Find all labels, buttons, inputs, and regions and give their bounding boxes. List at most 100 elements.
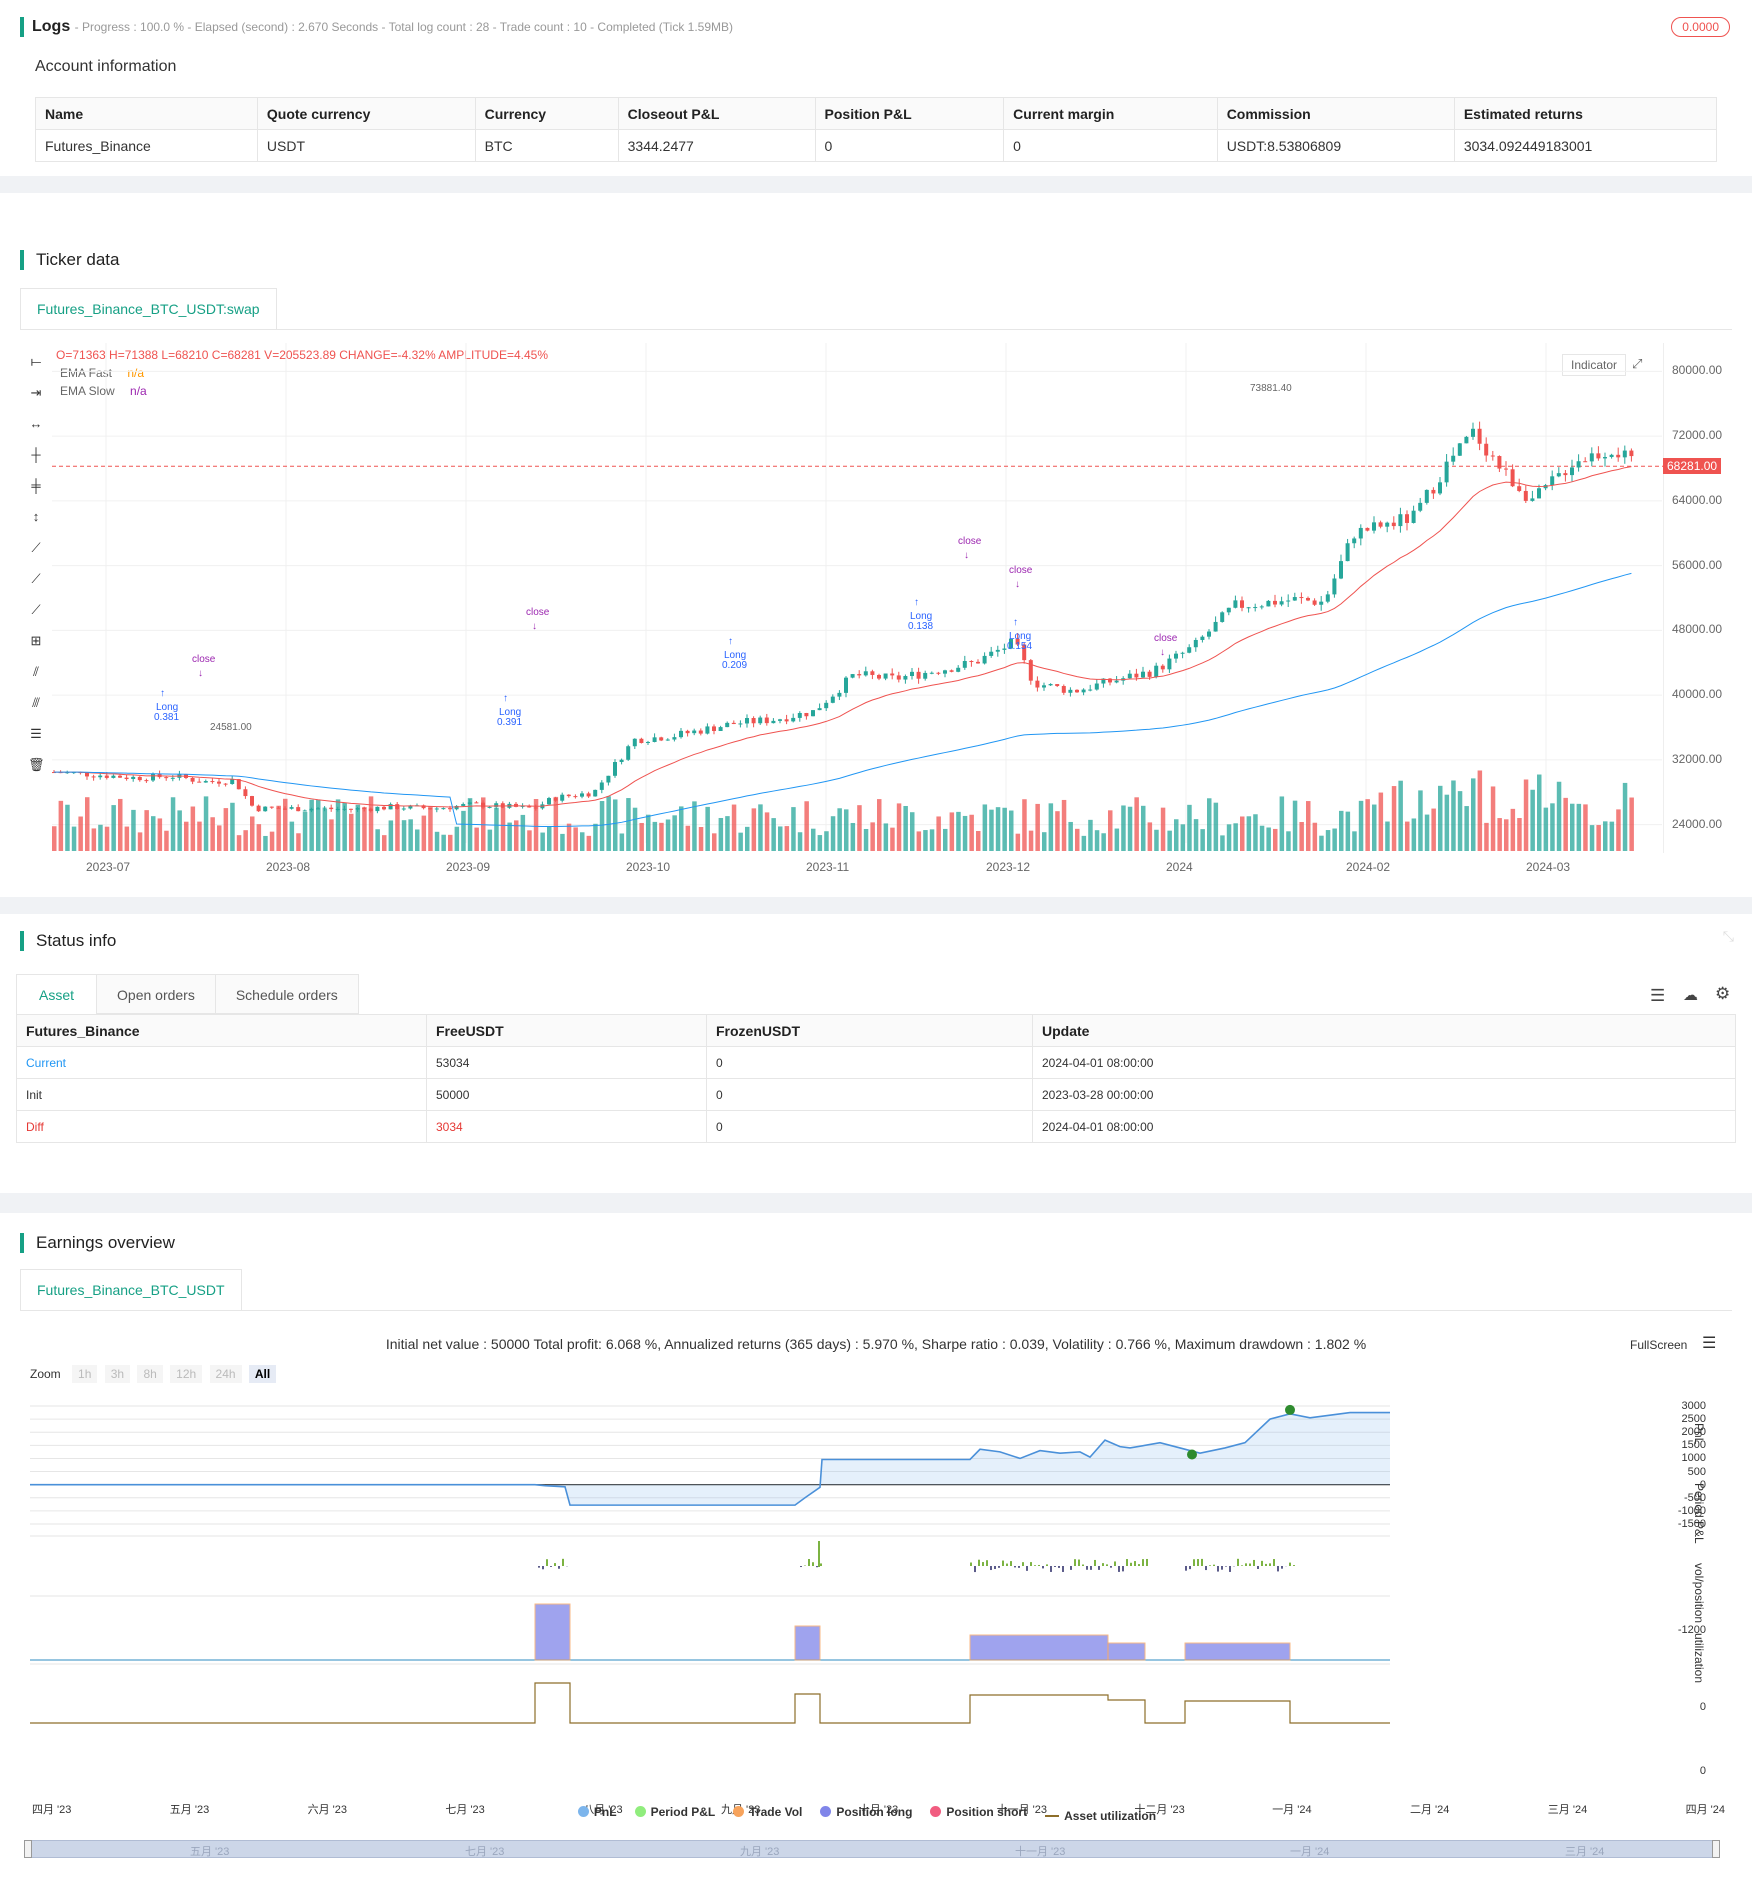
price-label-tool-icon[interactable]: ⊞ (30, 633, 42, 648)
vertical-line-tool-icon[interactable]: ┼ (31, 447, 41, 462)
volume-bar (1015, 833, 1021, 851)
volume-bar (751, 808, 757, 851)
zoom-8h[interactable]: 8h (137, 1365, 163, 1383)
period-pnl-bar (1229, 1566, 1231, 1572)
horizontal-line-tool-icon[interactable]: ⟝ (30, 354, 42, 369)
fullscreen-button[interactable]: FullScreen (1630, 1338, 1688, 1352)
volume-bar (1411, 818, 1417, 851)
legend-item[interactable]: PnL (577, 1805, 617, 1819)
asset-cell: Diff (16, 1110, 427, 1143)
parallel-channel-tool-icon[interactable]: ⫽ (33, 664, 39, 679)
long-signal-label: Long (724, 650, 746, 661)
legend-item[interactable]: Period P&L (634, 1805, 715, 1819)
volume-bar (1405, 821, 1410, 851)
ray-line-tool-icon[interactable]: ⟋ (31, 571, 41, 586)
list-icon[interactable]: ☰ (1650, 986, 1666, 1005)
candle-body (1035, 680, 1040, 688)
zoom-1h[interactable]: 1h (72, 1365, 98, 1383)
zoom-3h[interactable]: 3h (104, 1365, 131, 1383)
candle-body (1537, 488, 1541, 499)
gear-icon[interactable]: ⚙ (1715, 984, 1731, 1003)
candle-body (1292, 597, 1297, 601)
candle-body (349, 808, 353, 810)
candle-body (1174, 653, 1178, 659)
tab-open-orders[interactable]: Open orders (97, 974, 216, 1014)
asset-cell: Init (16, 1078, 427, 1111)
candle-body (408, 805, 413, 809)
candle-body (461, 804, 466, 806)
volume-bar (1114, 828, 1120, 851)
volume-bar (1220, 835, 1225, 851)
volume-bar (804, 801, 809, 851)
earnings-tab[interactable]: Futures_Binance_BTC_USDT (20, 1269, 242, 1310)
legend-item[interactable]: Trade Vol (733, 1805, 802, 1819)
navigator-bar[interactable] (26, 1840, 1718, 1858)
price-tick: 56000.00 (1672, 557, 1723, 572)
price-tick: 32000.00 (1672, 751, 1723, 766)
legend-item[interactable]: Position long (820, 1805, 912, 1819)
candle-body (903, 676, 908, 680)
vertical-segment-tool-icon[interactable]: ╪ (31, 478, 41, 493)
candle-body (725, 722, 730, 728)
menu-icon[interactable]: ☰ (1702, 1335, 1717, 1352)
volume-bar (1306, 801, 1311, 851)
candle-body (863, 671, 868, 676)
candle-body (1312, 600, 1317, 605)
account-col-header: Name (35, 97, 258, 130)
volume-bar (382, 835, 387, 851)
cloud-download-icon[interactable]: ☁ (1683, 987, 1698, 1004)
volume-bar (857, 805, 862, 851)
volume-bar (639, 822, 644, 851)
trash-icon[interactable]: 🗑 (28, 757, 45, 772)
legend-item[interactable]: Asset utilization (1045, 1809, 1156, 1823)
earnings-title: Earnings overview (20, 1233, 175, 1253)
ticker-tab[interactable]: Futures_Binance_BTC_USDT:swap (20, 288, 277, 329)
legend-item[interactable]: Position short (930, 1805, 1027, 1819)
expand-icon[interactable]: ⤢ (1632, 356, 1643, 371)
navigator-left-handle[interactable] (24, 1840, 32, 1858)
candlestick-chart[interactable]: close↓close↓close↓close↓close↓↑Long0.381… (52, 343, 1664, 853)
straight-line-tool-icon[interactable]: ⟋ (31, 602, 41, 617)
zoom-all[interactable]: All (248, 1365, 277, 1383)
period-pnl-bar (1269, 1563, 1271, 1566)
navigator-right-handle[interactable] (1712, 1840, 1720, 1858)
period-pnl-bar (1193, 1559, 1195, 1566)
navigator-tick: 七月 '23 (465, 1846, 505, 1858)
tab-asset[interactable]: Asset (16, 974, 98, 1014)
fib-retracement-tool-icon[interactable]: ☰ (30, 726, 42, 741)
candle-body (632, 738, 637, 747)
tab-schedule-orders[interactable]: Schedule orders (215, 974, 359, 1014)
collapse-icon[interactable]: ⤡ (1722, 928, 1734, 944)
volume-bar (415, 829, 420, 851)
horizontal-ray-tool-icon[interactable]: ⇥ (30, 385, 42, 400)
candle-body (1477, 428, 1482, 444)
long-signal-label: Long (910, 611, 932, 622)
zoom-12h[interactable]: 12h (170, 1365, 203, 1383)
earnings-time-tick: 七月 '23 (445, 1804, 485, 1816)
trend-line-tool-icon[interactable]: ⟋ (31, 540, 41, 555)
earnings-chart[interactable] (30, 1398, 1712, 1818)
volume-bar (362, 807, 367, 851)
price-tick: 24000.00 (1672, 816, 1723, 831)
candle-body (302, 810, 307, 812)
candle-body (1583, 461, 1588, 463)
volume-bar (428, 806, 433, 851)
indicator-button[interactable]: Indicator (1562, 354, 1627, 376)
candle-body (751, 718, 756, 724)
vertical-range-tool-icon[interactable]: ↕ (32, 509, 40, 524)
volume-bar (573, 827, 578, 851)
earnings-time-tick: 八月 '23 (583, 1804, 623, 1816)
time-tick: 2023-11 (806, 860, 850, 874)
fib-channel-tool-icon[interactable]: ⫻ (32, 695, 40, 710)
volume-bar (184, 821, 189, 851)
candle-body (454, 805, 459, 810)
volume-bar (1372, 804, 1377, 851)
earnings-panel: Earnings overview Futures_Binance_BTC_US… (0, 1213, 1752, 1890)
volume-bar (1088, 819, 1093, 851)
period-pnl-bar (546, 1559, 548, 1566)
candle-body (487, 806, 492, 808)
zoom-24h[interactable]: 24h (209, 1365, 242, 1383)
period-pnl-bar (1090, 1566, 1092, 1570)
horizontal-segment-tool-icon[interactable]: ↔ (29, 416, 43, 431)
period-pnl-bar (1265, 1563, 1267, 1566)
